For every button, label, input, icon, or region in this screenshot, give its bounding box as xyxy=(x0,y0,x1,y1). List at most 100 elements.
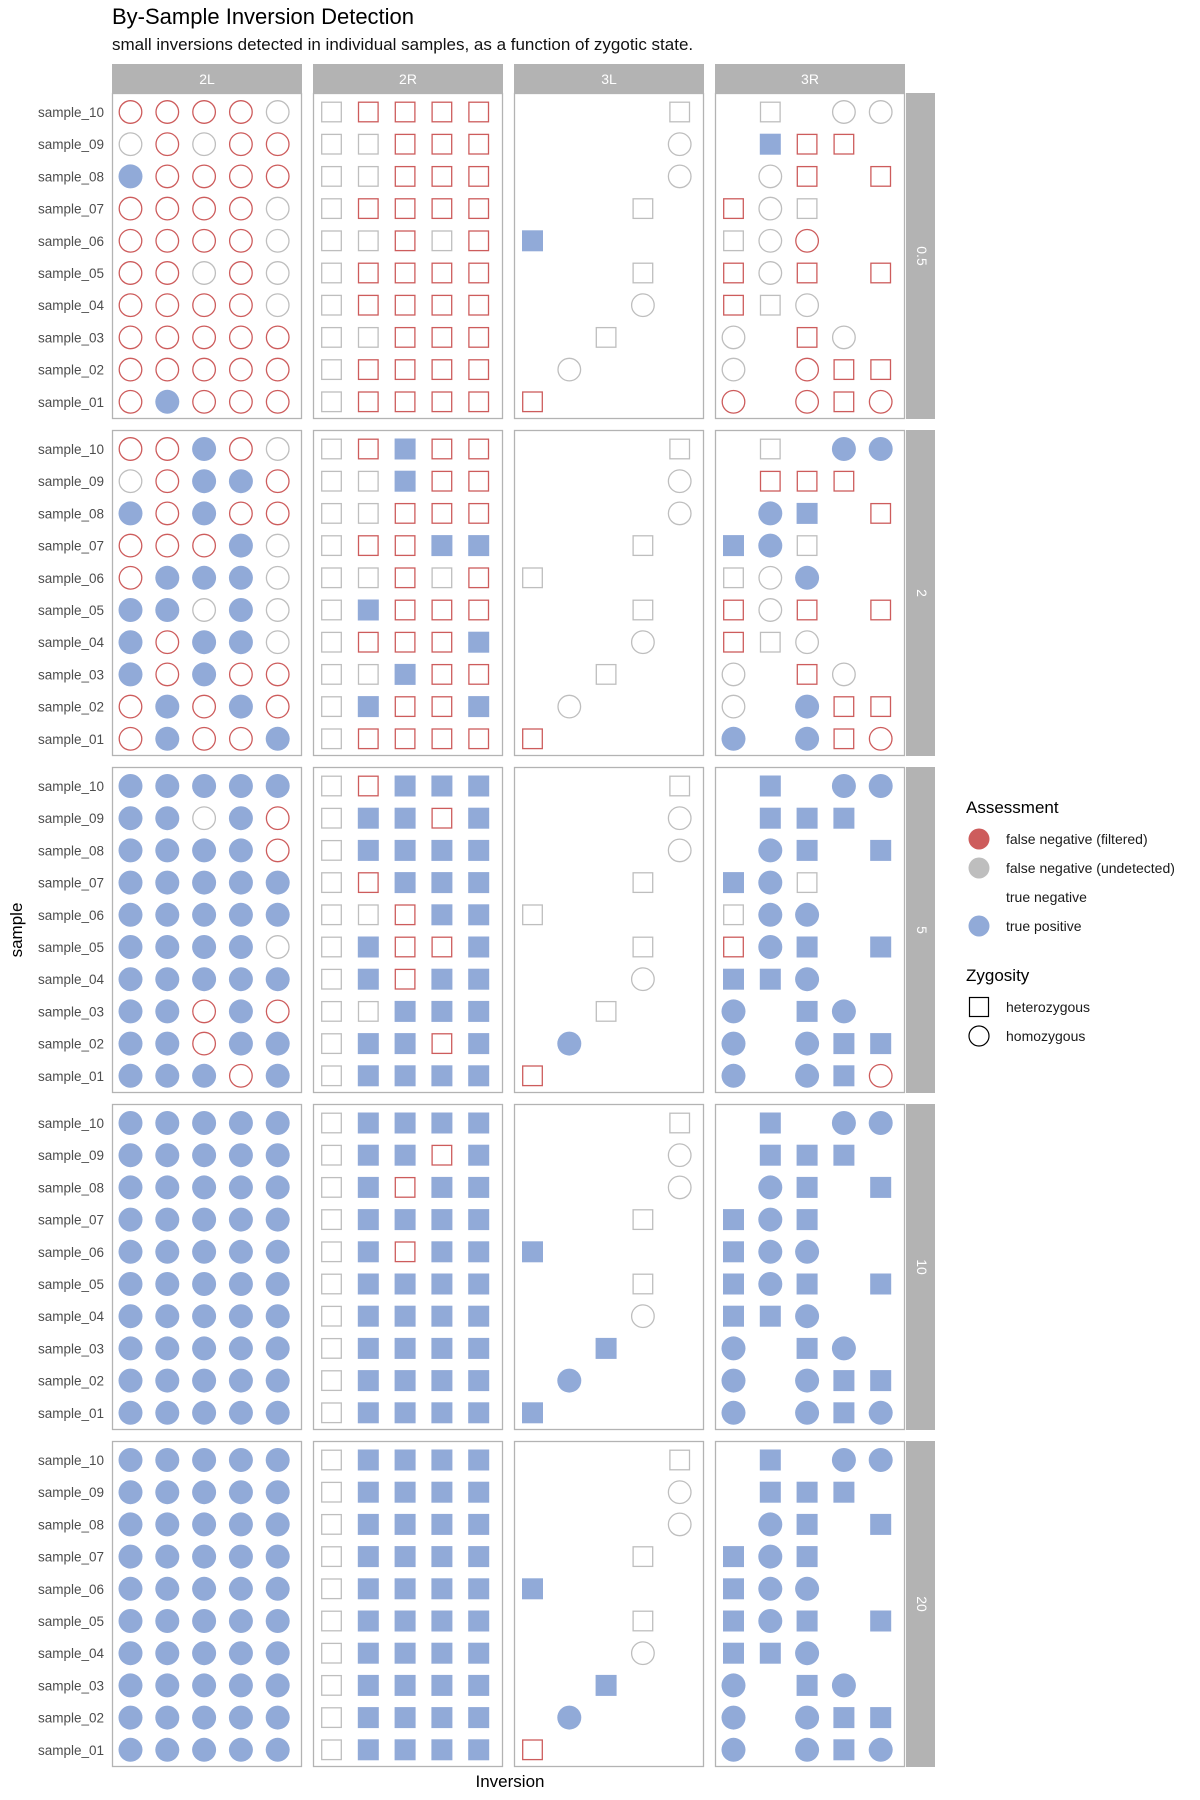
point-heterozygous-G xyxy=(321,1033,342,1055)
point-heterozygous-B xyxy=(357,1642,379,1664)
y-tick-label: sample_08 xyxy=(38,506,104,521)
point-heterozygous-G xyxy=(321,502,342,524)
point-homozygous-B xyxy=(155,1480,180,1505)
point-heterozygous-R xyxy=(431,599,453,621)
point-heterozygous-G xyxy=(669,1449,691,1471)
point-homozygous-B xyxy=(758,1239,783,1264)
point-heterozygous-B xyxy=(394,1642,416,1664)
point-heterozygous-R xyxy=(796,133,818,155)
point-homozygous-B xyxy=(868,437,893,461)
point-heterozygous-G xyxy=(321,1370,342,1392)
point-homozygous-B xyxy=(758,1207,783,1232)
point-heterozygous-B xyxy=(870,1513,892,1535)
point-homozygous-G xyxy=(265,533,290,558)
point-homozygous-B xyxy=(265,1400,290,1425)
point-homozygous-B xyxy=(265,1641,290,1666)
legend-dot-true-negative xyxy=(968,886,990,907)
point-heterozygous-G xyxy=(632,1546,654,1568)
point-heterozygous-R xyxy=(431,728,453,750)
point-homozygous-B xyxy=(228,1175,253,1200)
point-heterozygous-B xyxy=(394,1513,416,1535)
point-heterozygous-R xyxy=(468,359,490,381)
point-heterozygous-R xyxy=(394,230,416,252)
point-heterozygous-B xyxy=(468,1739,490,1761)
panel-3L-5 xyxy=(513,766,705,1094)
point-homozygous-B xyxy=(155,1111,180,1135)
point-homozygous-R xyxy=(192,100,217,124)
point-homozygous-B xyxy=(795,902,820,927)
point-heterozygous-B xyxy=(357,1449,379,1471)
point-homozygous-G xyxy=(667,501,692,526)
point-heterozygous-B xyxy=(468,1000,490,1022)
point-homozygous-R xyxy=(155,293,180,318)
point-homozygous-G xyxy=(758,228,783,253)
point-homozygous-B xyxy=(228,1576,253,1601)
point-heterozygous-B xyxy=(870,1610,892,1632)
point-heterozygous-R xyxy=(394,165,416,187)
point-heterozygous-B xyxy=(796,1209,818,1231)
point-homozygous-B xyxy=(228,1272,253,1296)
point-homozygous-B xyxy=(118,1111,143,1135)
point-heterozygous-G xyxy=(669,438,691,460)
point-homozygous-B xyxy=(265,870,290,895)
point-heterozygous-G xyxy=(796,872,818,894)
point-homozygous-B xyxy=(228,1336,253,1361)
point-heterozygous-B xyxy=(357,968,379,990)
point-heterozygous-G xyxy=(357,904,379,926)
y-tick-label: sample_01 xyxy=(38,1743,104,1758)
legend-key-undetected xyxy=(968,857,990,878)
point-heterozygous-B xyxy=(431,1513,453,1535)
point-heterozygous-B xyxy=(357,1402,379,1424)
point-heterozygous-B xyxy=(394,1402,416,1424)
point-heterozygous-B xyxy=(522,1402,543,1424)
point-homozygous-B xyxy=(265,726,290,751)
point-heterozygous-B xyxy=(431,1370,453,1392)
point-homozygous-R xyxy=(118,726,143,751)
point-homozygous-R xyxy=(155,196,180,221)
point-heterozygous-R xyxy=(394,904,416,926)
point-heterozygous-B xyxy=(431,1176,453,1198)
point-heterozygous-B xyxy=(431,1273,453,1295)
point-heterozygous-R xyxy=(357,294,379,316)
point-heterozygous-G xyxy=(321,101,342,123)
point-homozygous-B xyxy=(192,662,217,687)
y-tick-label: sample_10 xyxy=(38,1453,104,1468)
point-heterozygous-R xyxy=(723,631,744,653)
point-homozygous-B xyxy=(228,1207,253,1232)
point-homozygous-B xyxy=(118,902,143,927)
point-homozygous-R xyxy=(265,389,290,414)
point-heterozygous-B xyxy=(468,1065,490,1087)
strip-col-3L xyxy=(514,64,704,93)
point-homozygous-B xyxy=(557,1368,582,1393)
point-heterozygous-G xyxy=(321,1112,342,1134)
point-heterozygous-R xyxy=(468,599,490,621)
point-homozygous-B xyxy=(795,1705,820,1730)
y-tick-label: sample_10 xyxy=(38,105,104,120)
point-heterozygous-G xyxy=(632,1610,654,1632)
point-homozygous-B xyxy=(758,935,783,959)
point-heterozygous-G xyxy=(321,1000,342,1022)
point-heterozygous-B xyxy=(796,1273,818,1295)
point-heterozygous-B xyxy=(723,968,744,990)
point-heterozygous-B xyxy=(833,1739,855,1761)
point-heterozygous-B xyxy=(759,133,781,155)
point-heterozygous-R xyxy=(431,359,453,381)
point-heterozygous-B xyxy=(394,1337,416,1359)
point-homozygous-R xyxy=(228,228,253,253)
legend-square xyxy=(968,996,990,1017)
point-homozygous-G xyxy=(667,1143,692,1168)
point-homozygous-B xyxy=(228,1480,253,1505)
point-homozygous-R xyxy=(228,261,253,285)
point-heterozygous-B xyxy=(468,1449,490,1471)
point-homozygous-B xyxy=(192,1143,217,1168)
point-homozygous-R xyxy=(192,694,217,719)
point-heterozygous-B xyxy=(723,1610,744,1632)
point-homozygous-B xyxy=(118,598,143,622)
point-homozygous-B xyxy=(868,1400,893,1425)
point-homozygous-B xyxy=(228,565,253,590)
point-heterozygous-R xyxy=(431,326,453,348)
point-heterozygous-B xyxy=(431,1610,453,1632)
point-homozygous-B xyxy=(118,1304,143,1329)
y-tick-label: sample_02 xyxy=(38,1037,104,1052)
point-homozygous-B xyxy=(795,694,820,719)
